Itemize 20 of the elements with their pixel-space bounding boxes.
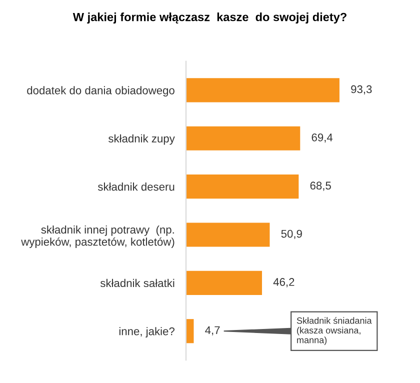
bar <box>186 78 340 102</box>
y-tick-label: dodatek do dania obiadowego <box>27 86 174 97</box>
bar <box>186 319 194 344</box>
annotation: Składnik śniadania (kasza owsiana, manna) <box>296 317 372 346</box>
y-tick-label: składnik deseru <box>98 182 174 191</box>
y-tick-label: inne, jakie? <box>119 327 174 338</box>
bar <box>186 126 300 150</box>
bar <box>186 270 262 295</box>
data-label: 93,3 <box>351 85 372 94</box>
y-tick-label: składnik zupy <box>108 134 175 145</box>
bar <box>186 222 270 247</box>
bar <box>186 174 299 199</box>
data-label: 69,4 <box>312 133 333 143</box>
data-label: 46,2 <box>273 278 294 288</box>
chart-title: W jakiej formie włączasz kasze do swojej diety? <box>72 12 346 24</box>
data-label: 4,7 <box>205 326 220 336</box>
data-label: 50,9 <box>281 230 302 240</box>
data-label: 68,5 <box>310 182 331 191</box>
y-tick-label: składnik innej potrawy (np. wypieków, pasztetów, kotletów) <box>21 225 174 248</box>
y-tick-label: składnik sałatki <box>100 278 174 288</box>
